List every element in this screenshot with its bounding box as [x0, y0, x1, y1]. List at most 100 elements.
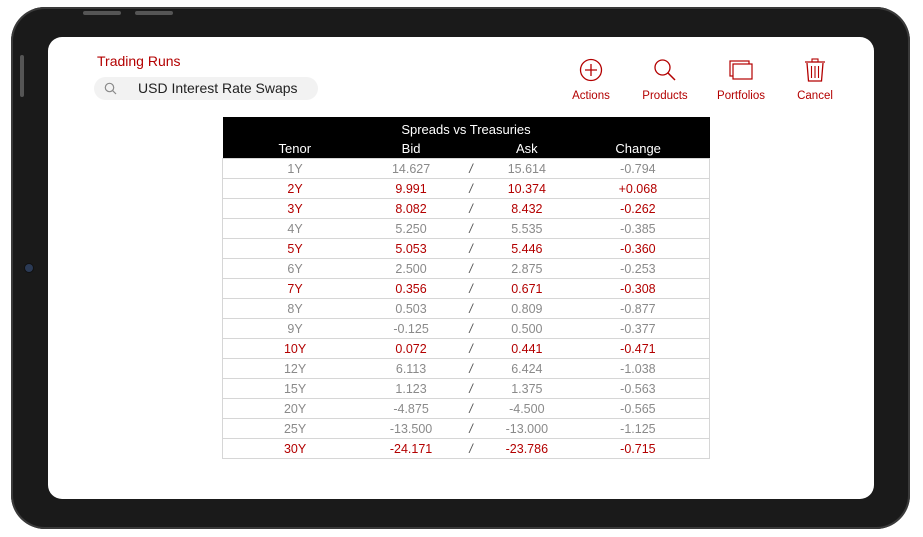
search-input[interactable]: USD Interest Rate Swaps — [138, 80, 298, 96]
tenor-cell: 25Y — [222, 418, 368, 439]
table-row[interactable]: 10Y 0.072/0.441 -0.471 — [222, 338, 710, 359]
bid-cell: -4.875 — [367, 398, 455, 419]
header-ask[interactable]: Ask — [486, 139, 567, 159]
separator-cell: / — [454, 238, 487, 259]
change-cell: -0.377 — [566, 318, 710, 339]
table-row[interactable]: 4Y 5.250/5.535 -0.385 — [222, 218, 710, 239]
volume-button — [135, 11, 173, 15]
search-box[interactable]: USD Interest Rate Swaps — [94, 77, 318, 100]
ask-cell: 15.614 — [486, 158, 567, 179]
table-row[interactable]: 9Y -0.125/0.500 -0.377 — [222, 318, 710, 339]
bid-cell: 0.503 — [367, 298, 455, 319]
ask-cell: 0.441 — [486, 338, 567, 359]
products-button[interactable]: Products — [630, 57, 700, 102]
search-icon — [654, 59, 676, 81]
app-screen: Trading Runs USD Interest Rate Swaps Act… — [48, 37, 874, 499]
volume-button — [83, 11, 121, 15]
change-cell: +0.068 — [566, 178, 710, 199]
actions-button[interactable]: Actions — [556, 57, 626, 102]
tenor-cell: 9Y — [222, 318, 368, 339]
ask-cell: 6.424 — [486, 358, 567, 379]
tenor-cell: 8Y — [222, 298, 368, 319]
ask-cell: 0.809 — [486, 298, 567, 319]
table-row[interactable]: 6Y 2.500/2.875 -0.253 — [222, 258, 710, 279]
table-row[interactable]: 3Y 8.082/8.432 -0.262 — [222, 198, 710, 219]
ask-cell: 2.875 — [486, 258, 567, 279]
camera-icon — [25, 264, 33, 272]
bid-cell: -24.171 — [367, 438, 455, 459]
bid-cell: 0.072 — [367, 338, 455, 359]
bid-cell: 14.627 — [367, 158, 455, 179]
ask-cell: -4.500 — [486, 398, 567, 419]
header-separator — [454, 139, 487, 159]
table-row[interactable]: 25Y -13.500/-13.000 -1.125 — [222, 418, 710, 439]
separator-cell: / — [454, 378, 487, 399]
header-bid[interactable]: Bid — [367, 139, 455, 159]
separator-cell: / — [454, 338, 487, 359]
separator-cell: / — [454, 298, 487, 319]
change-cell: -0.715 — [566, 438, 710, 459]
ask-cell: 5.535 — [486, 218, 567, 239]
bid-cell: -13.500 — [367, 418, 455, 439]
change-cell: -0.877 — [566, 298, 710, 319]
ask-cell: 0.500 — [486, 318, 567, 339]
power-button — [20, 55, 24, 97]
bid-cell: 2.500 — [367, 258, 455, 279]
tenor-cell: 3Y — [222, 198, 368, 219]
table-row[interactable]: 12Y 6.113/6.424 -1.038 — [222, 358, 710, 379]
tenor-cell: 1Y — [222, 158, 368, 179]
cancel-button[interactable]: Cancel — [780, 57, 850, 102]
trash-icon — [805, 58, 825, 82]
separator-cell: / — [454, 258, 487, 279]
bid-cell: 0.356 — [367, 278, 455, 299]
portfolios-button[interactable]: Portfolios — [706, 57, 776, 102]
ask-cell: 5.446 — [486, 238, 567, 259]
table-row[interactable]: 30Y -24.171/-23.786 -0.715 — [222, 438, 710, 459]
table-row[interactable]: 8Y 0.503/0.809 -0.877 — [222, 298, 710, 319]
bid-cell: 5.250 — [367, 218, 455, 239]
separator-cell: / — [454, 438, 487, 459]
actions-label: Actions — [572, 90, 610, 102]
separator-cell: / — [454, 278, 487, 299]
change-cell: -1.125 — [566, 418, 710, 439]
table-row[interactable]: 20Y -4.875/-4.500 -0.565 — [222, 398, 710, 419]
tenor-cell: 20Y — [222, 398, 368, 419]
bid-cell: 6.113 — [367, 358, 455, 379]
bid-cell: 1.123 — [367, 378, 455, 399]
ask-cell: 0.671 — [486, 278, 567, 299]
header-tenor[interactable]: Tenor — [222, 139, 368, 159]
table-row[interactable]: 15Y 1.123/1.375 -0.563 — [222, 378, 710, 399]
page-title: Trading Runs — [97, 53, 181, 69]
ask-cell: 10.374 — [486, 178, 567, 199]
change-cell: -0.563 — [566, 378, 710, 399]
separator-cell: / — [454, 218, 487, 239]
ask-cell: 1.375 — [486, 378, 567, 399]
table-row[interactable]: 5Y 5.053/5.446 -0.360 — [222, 238, 710, 259]
tenor-cell: 5Y — [222, 238, 368, 259]
separator-cell: / — [454, 418, 487, 439]
table-row[interactable]: 2Y 9.991/10.374 +0.068 — [222, 178, 710, 199]
change-cell: -0.794 — [566, 158, 710, 179]
bid-cell: 9.991 — [367, 178, 455, 199]
tenor-cell: 4Y — [222, 218, 368, 239]
separator-cell: / — [454, 318, 487, 339]
change-cell: -0.565 — [566, 398, 710, 419]
table-caption: Spreads vs Treasuries — [222, 117, 710, 139]
table-row[interactable]: 1Y 14.627/15.614 -0.794 — [222, 158, 710, 179]
change-cell: -1.038 — [566, 358, 710, 379]
header-change[interactable]: Change — [566, 139, 710, 159]
change-cell: -0.360 — [566, 238, 710, 259]
table-row[interactable]: 7Y 0.356/0.671 -0.308 — [222, 278, 710, 299]
products-label: Products — [642, 90, 688, 102]
tenor-cell: 15Y — [222, 378, 368, 399]
separator-cell: / — [454, 398, 487, 419]
change-cell: -0.253 — [566, 258, 710, 279]
tenor-cell: 30Y — [222, 438, 368, 459]
bid-cell: 5.053 — [367, 238, 455, 259]
portfolios-label: Portfolios — [717, 90, 765, 102]
windows-icon — [729, 60, 753, 80]
search-icon — [104, 82, 117, 95]
ask-cell: -13.000 — [486, 418, 567, 439]
tenor-cell: 2Y — [222, 178, 368, 199]
tenor-cell: 6Y — [222, 258, 368, 279]
